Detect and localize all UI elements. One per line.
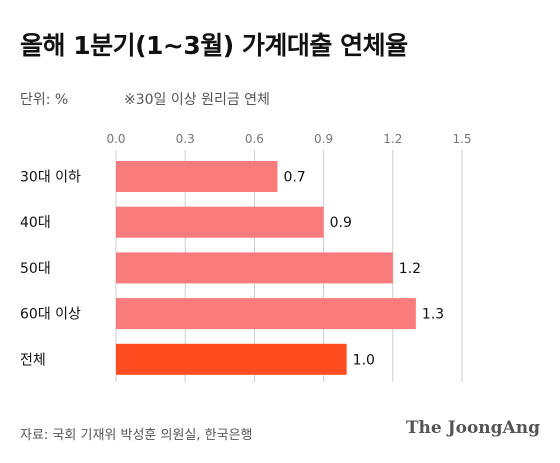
footnote: ※30일 이상 원리금 연체 (124, 92, 270, 108)
bar-1 (116, 206, 324, 238)
bar-2 (116, 252, 393, 284)
value-label: 0.9 (330, 215, 352, 231)
source-note: 자료: 국회 기재위 박성훈 의원실, 한국은행 (20, 428, 253, 443)
category-label: 60대 이상 (20, 307, 81, 323)
value-label: 0.7 (283, 170, 305, 186)
value-labels: 0.7 0.9 1.2 1.3 1.0 (283, 170, 444, 369)
bar-0 (116, 161, 278, 192)
value-label: 1.0 (353, 352, 375, 368)
x-tick-label: 0.9 (314, 132, 333, 146)
category-label: 30대 이하 (20, 170, 81, 186)
x-tick-label: 1.2 (383, 132, 402, 146)
chart-title: 올해 1분기(1~3월) 가계대출 연체율 (20, 31, 408, 60)
x-tick-label: 0.6 (245, 132, 264, 146)
unit-label: 단위: % (20, 92, 69, 108)
x-tick-label: 0.0 (106, 132, 125, 146)
value-label: 1.2 (399, 261, 421, 277)
bars (116, 161, 416, 375)
x-tick-label: 0.3 (176, 132, 195, 146)
category-label: 40대 (20, 215, 51, 231)
value-label: 1.3 (422, 307, 444, 323)
x-axis-ticks: 0.0 0.3 0.6 0.9 1.2 1.5 (106, 132, 471, 146)
x-tick-label: 1.5 (452, 132, 471, 146)
publisher-logo: The JoongAng (405, 418, 540, 438)
category-label: 전체 (20, 352, 46, 368)
category-label: 50대 (20, 261, 51, 277)
bar-4 (116, 343, 347, 375)
bar-3 (116, 298, 416, 330)
